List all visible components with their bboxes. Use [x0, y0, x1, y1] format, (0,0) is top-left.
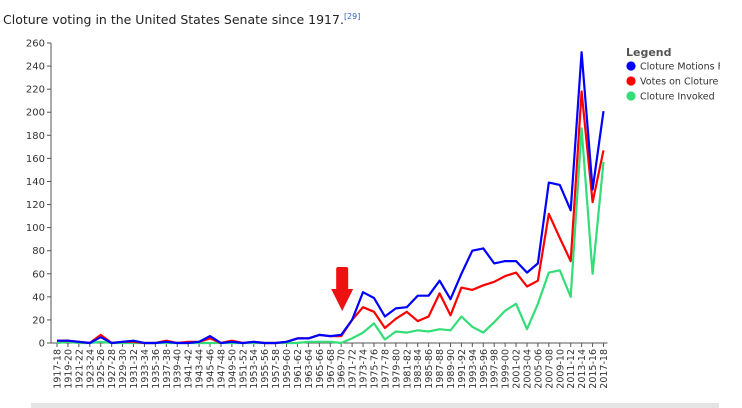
x-tick-label: 2013-14	[577, 349, 588, 389]
x-tick-label: 1961-62	[293, 349, 304, 389]
y-tick-label: 40	[32, 292, 45, 303]
x-tick-label: 2015-16	[588, 349, 599, 389]
x-tick-label: 1979-80	[391, 349, 402, 389]
x-tick-label: 1951-52	[238, 349, 249, 389]
series-line-cloture-motions-filed	[57, 51, 605, 345]
legend-label: Cloture Invoked	[640, 92, 715, 103]
x-tick-label: 1983-84	[413, 349, 424, 389]
legend-swatch	[626, 91, 636, 101]
x-tick-label: 1931-32	[129, 349, 140, 389]
x-tick-label: 1955-56	[260, 349, 271, 389]
x-tick-label: 1973-74	[359, 349, 370, 389]
series-line-votes-on-cloture	[57, 90, 605, 345]
y-tick-label: 0	[39, 339, 45, 350]
y-tick-label: 220	[26, 85, 45, 96]
x-tick-label: 1919-20	[63, 349, 74, 389]
legend-clip-mask	[720, 40, 742, 110]
legend-swatch	[626, 76, 636, 86]
arrow-shaft	[336, 267, 349, 291]
x-tick-label: 1997-98	[490, 349, 501, 389]
arrow-head	[331, 289, 354, 311]
horizontal-scrollbar[interactable]	[31, 403, 719, 408]
x-tick-label: 1941-42	[184, 349, 195, 389]
x-tick-label: 1965-66	[315, 349, 326, 389]
y-tick-label: 140	[26, 177, 45, 188]
legend-swatch	[626, 61, 636, 71]
x-tick-label: 1977-78	[380, 349, 391, 389]
x-tick-label: 1953-54	[249, 349, 260, 389]
x-tick-label: 1959-60	[282, 349, 293, 389]
x-tick-label: 1933-34	[140, 349, 151, 389]
x-tick-label: 1939-40	[173, 349, 184, 389]
x-tick-label: 1987-88	[435, 349, 446, 389]
x-tick-label: 1945-46	[206, 349, 217, 389]
x-tick-label: 1947-48	[216, 349, 227, 389]
x-tick-label: 1921-22	[74, 349, 85, 389]
x-tick-label: 1967-68	[326, 349, 337, 389]
x-tick-label: 1975-76	[369, 349, 380, 389]
y-tick-label: 120	[26, 200, 45, 211]
x-tick-label: 1917-18	[53, 349, 64, 389]
legend-label: Cloture Motions Filed	[640, 62, 740, 73]
series-line-cloture-invoked	[56, 127, 605, 345]
x-tick-label: 1929-30	[118, 349, 129, 389]
x-tick-label: 2001-02	[512, 349, 523, 389]
legend-title: Legend	[626, 46, 672, 59]
x-tick-label: 2005-06	[533, 349, 544, 389]
legend-label: Votes on Cloture	[640, 77, 718, 88]
y-tick-label: 200	[26, 108, 45, 119]
y-tick-label: 60	[32, 269, 45, 280]
y-tick-label: 160	[26, 154, 45, 165]
y-tick-label: 240	[26, 62, 45, 73]
x-tick-label: 1985-86	[424, 349, 435, 389]
x-tick-label: 1949-50	[227, 349, 238, 389]
x-tick-label: 1943-44	[195, 349, 206, 389]
x-tick-label: 1925-26	[96, 349, 107, 389]
chart-caption: Cloture voting in the United States Sena…	[3, 12, 360, 27]
x-tick-label: 2003-04	[522, 349, 533, 389]
x-tick-label: 2011-12	[566, 349, 577, 389]
x-tick-label: 1991-92	[457, 349, 468, 389]
x-tick-label: 1999-00	[501, 349, 512, 389]
x-tick-label: 2009-10	[555, 349, 566, 389]
x-tick-label: 1923-24	[85, 349, 96, 389]
y-tick-label: 180	[26, 131, 45, 142]
x-tick-label: 1935-36	[151, 349, 162, 389]
annotation-arrow	[331, 267, 354, 311]
x-tick-label: 1963-64	[304, 349, 315, 389]
caption-text: Cloture voting in the United States Sena…	[3, 12, 344, 28]
x-tick-label: 1969-70	[337, 349, 348, 389]
x-tick-label: 1957-58	[271, 349, 282, 389]
x-tick-label: 1995-96	[479, 349, 490, 389]
x-tick-label: 2007-08	[544, 349, 555, 389]
x-tick-label: 2017-18	[599, 349, 610, 389]
y-tick-label: 20	[32, 315, 45, 326]
y-tick-label: 100	[26, 223, 45, 234]
x-tick-label: 1937-38	[162, 349, 173, 389]
x-tick-label: 1993-94	[468, 349, 479, 389]
x-tick-label: 1971-72	[348, 349, 359, 389]
y-tick-label: 80	[32, 246, 45, 257]
x-tick-label: 1989-90	[446, 349, 457, 389]
x-tick-label: 1981-82	[402, 349, 413, 389]
x-tick-label: 1927-28	[107, 349, 118, 389]
citation-link[interactable]: [29]	[343, 12, 361, 21]
y-tick-label: 260	[26, 39, 45, 50]
